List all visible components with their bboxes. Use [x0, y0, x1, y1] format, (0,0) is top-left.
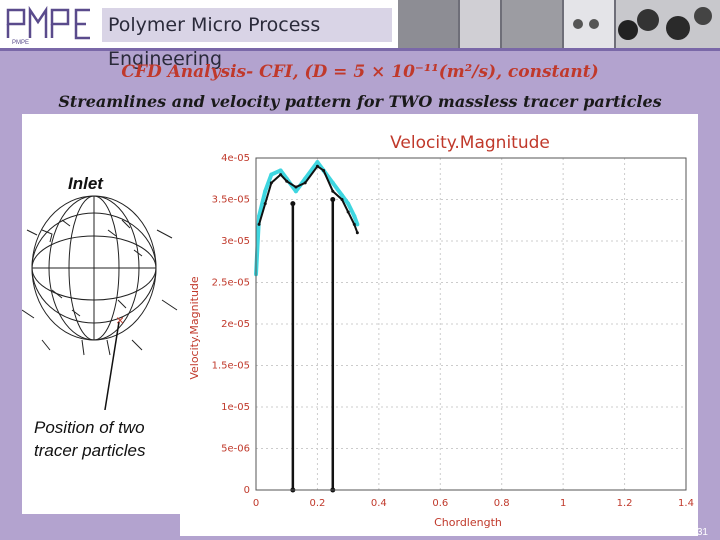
y-tick-label: 3e-05: [221, 236, 250, 247]
tracer-mark: ×: [116, 312, 124, 328]
series-point-0: [352, 214, 357, 219]
position-label-1: Position of two: [34, 418, 145, 437]
y-tick-label: 1.5e-05: [212, 361, 250, 372]
x-tick-label: 0.6: [432, 498, 448, 509]
chart-title: Velocity.Magnitude: [390, 133, 550, 153]
mesh-sphere-illustration: ×: [22, 195, 178, 410]
series-point-1: [294, 185, 298, 189]
velocity-chart: 0 0.2 0.4 0.6 0.8 1 1.2 1.4 0 5e-06 1e-05 1.5e-05 2e…: [188, 133, 694, 529]
x-tick-label: 1: [560, 498, 566, 509]
y-tick-label: 3.5e-05: [212, 195, 250, 206]
y-tick-label: 4e-05: [221, 153, 250, 164]
series-point-0: [257, 214, 262, 219]
logo-text: PMPE: [12, 40, 29, 46]
y-tick-label: 0: [244, 485, 250, 496]
series-point-1: [303, 181, 307, 185]
series-point-1: [257, 222, 261, 226]
series-point-1: [352, 222, 356, 226]
series-point-0: [355, 222, 360, 227]
series-point-0: [315, 160, 320, 165]
header-title: Polymer Micro Process Engineering: [102, 8, 392, 70]
x-tick-label: 0: [253, 498, 259, 509]
velocity-plot: 0 0.2 0.4 0.6 0.8 1 1.2 1.4 0 5e-06 1e-05 1.5e-05 2e…: [180, 128, 698, 536]
chart-ylabel: Velocity.Magnitude: [188, 276, 201, 380]
series-point-0: [263, 189, 268, 194]
chart-xlabel: Chordlength: [434, 516, 502, 529]
x-tick-label: 0.2: [309, 498, 325, 509]
series-point-1: [322, 168, 326, 172]
series-point-0: [330, 180, 335, 185]
series-point-1: [346, 210, 350, 214]
series-point-1: [263, 202, 267, 206]
pointer-line: [104, 321, 120, 410]
x-tick-label: 1.2: [617, 498, 633, 509]
x-tick-label: 0.4: [371, 498, 387, 509]
slide-title: CFD Analysis- CFI, (D = 5 × 10⁻¹¹(m²/s),…: [121, 62, 599, 82]
page-number: 31: [696, 527, 708, 538]
series-line-1: [258, 165, 359, 234]
plot-frame: [255, 157, 687, 491]
series-point-0: [340, 193, 344, 198]
series-point-0: [303, 176, 308, 181]
series-point-0: [278, 168, 283, 173]
slide-header: PMPE Polymer Micro Process Engineering: [0, 0, 720, 70]
series-point-0: [293, 189, 298, 194]
series-point-1: [355, 231, 359, 235]
series-point-1: [285, 179, 289, 183]
series-point-0: [346, 201, 351, 206]
y-tick-label: 5e-06: [221, 444, 250, 455]
y-tick-label: 2.5e-05: [212, 278, 250, 289]
tracer-position-dot: [330, 197, 336, 202]
inlet-label: Inlet: [68, 174, 103, 193]
header-separator: [0, 48, 720, 51]
y-tick-label: 1e-05: [221, 402, 250, 413]
y-tick-label: 2e-05: [221, 319, 250, 330]
pmpe-logo: PMPE: [4, 2, 96, 46]
series-point-0: [269, 172, 274, 177]
header-image-strip: [398, 0, 720, 48]
series-point-1: [331, 189, 335, 193]
series-point-1: [269, 181, 273, 185]
tracer-position-dot: [290, 201, 296, 207]
position-label-2: tracer particles: [34, 441, 146, 460]
pmpe-logo-graphic: PMPE: [6, 5, 90, 46]
x-tick-label: 0.8: [494, 498, 510, 509]
series-point-1: [315, 164, 319, 168]
x-tick-label: 1.4: [678, 498, 694, 509]
series-point-1: [340, 198, 344, 201]
slide-subtitle: Streamlines and velocity pattern for TWO…: [58, 92, 662, 111]
series-point-1: [279, 173, 283, 177]
